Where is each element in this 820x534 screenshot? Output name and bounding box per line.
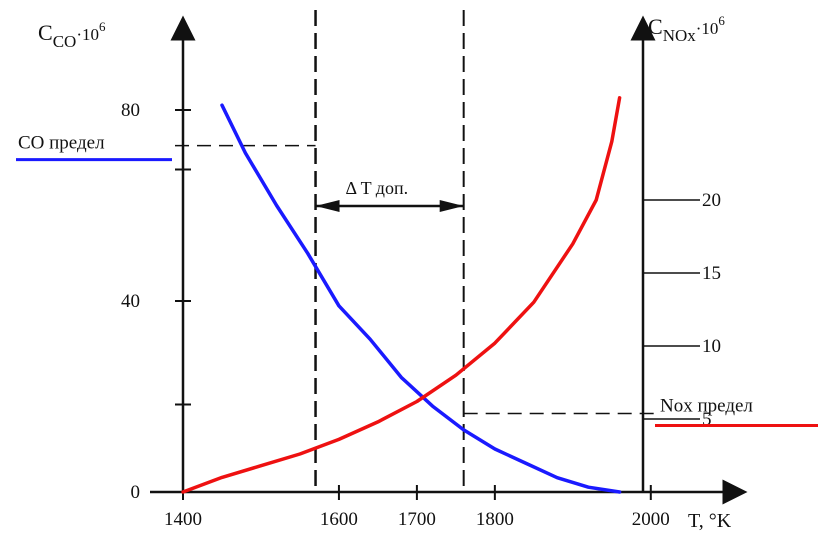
x-axis-ticks: 1400 1600 1700 1800 2000 — [164, 485, 670, 530]
left-axis-title: CCO·106 — [38, 19, 106, 51]
right-axis-title: CNOx·106 — [648, 13, 725, 45]
x-axis-title: T, °K — [688, 510, 732, 532]
right-axis-tick-label: 5 — [702, 409, 712, 430]
right-axis-tick-label: 15 — [702, 263, 721, 284]
delta-arrow-head-left — [315, 200, 340, 212]
delta-t-label: Δ T доп. — [346, 178, 409, 198]
x-axis-tick-label: 1700 — [398, 509, 436, 530]
left-axis-tick-label: 0 — [131, 482, 141, 503]
x-axis-tick-label: 1600 — [320, 509, 358, 530]
co-limit-label: CO предел — [18, 133, 105, 154]
left-axis-tick-label: 80 — [121, 100, 140, 121]
delta-arrow-head-right — [439, 200, 464, 212]
x-axis-tick-label: 1800 — [476, 509, 514, 530]
right-axis-ticks: 5 10 15 20 — [643, 190, 721, 430]
left-axis-ticks: 0 40 80 — [121, 100, 191, 503]
series-nox-line — [181, 96, 622, 494]
x-axis-tick-label: 1400 — [164, 509, 202, 530]
left-axis-tick-label: 40 — [121, 291, 140, 312]
series-co-line — [220, 103, 622, 494]
nox-limit-label: Nox предел — [660, 395, 753, 416]
right-axis-tick-label: 20 — [702, 190, 721, 211]
right-axis-tick-label: 10 — [702, 336, 721, 357]
x-axis-tick-label: 2000 — [632, 509, 670, 530]
